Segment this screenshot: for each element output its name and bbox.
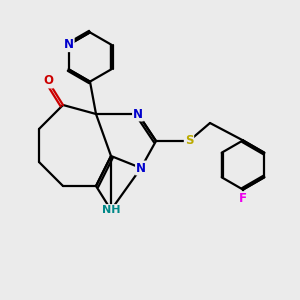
Text: S: S xyxy=(185,134,193,148)
Text: F: F xyxy=(239,192,247,205)
Text: O: O xyxy=(43,74,53,88)
Text: NH: NH xyxy=(102,205,120,215)
Text: N: N xyxy=(133,107,143,121)
Text: N: N xyxy=(64,38,74,51)
Text: N: N xyxy=(136,161,146,175)
